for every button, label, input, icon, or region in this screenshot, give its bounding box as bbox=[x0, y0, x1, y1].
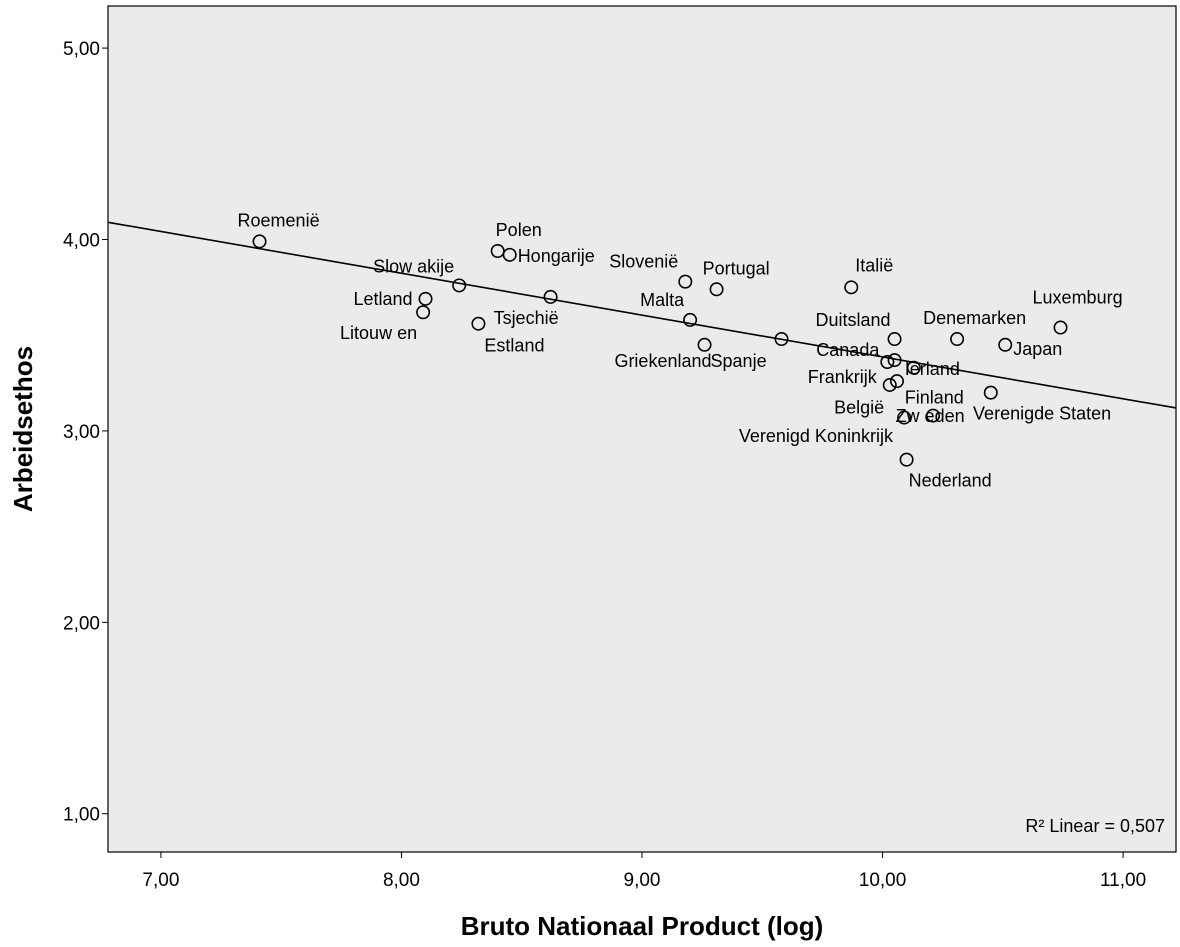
data-point bbox=[887, 332, 902, 347]
point-label: Duitsland bbox=[816, 310, 891, 330]
y-tick-label: 2,00 bbox=[63, 613, 100, 634]
point-label: Tsjechië bbox=[494, 308, 559, 328]
data-point bbox=[709, 282, 724, 297]
data-point bbox=[543, 289, 558, 304]
point-label: Japan bbox=[1013, 339, 1062, 359]
data-point bbox=[678, 274, 693, 289]
data-point bbox=[502, 247, 517, 262]
data-point bbox=[416, 305, 431, 320]
point-label: Frankrijk bbox=[808, 367, 878, 387]
point-label: Zw eden bbox=[896, 406, 965, 426]
data-point bbox=[906, 360, 921, 375]
data-point bbox=[899, 452, 914, 467]
point-label: Portugal bbox=[703, 258, 770, 278]
data-point bbox=[774, 332, 789, 347]
data-point bbox=[882, 377, 897, 392]
point-label: België bbox=[834, 398, 884, 418]
y-tick-label: 3,00 bbox=[63, 422, 100, 443]
y-tick-label: 5,00 bbox=[63, 39, 100, 60]
point-label: Litouw en bbox=[340, 323, 417, 343]
y-tick-label: 1,00 bbox=[63, 805, 100, 826]
data-point bbox=[889, 374, 904, 389]
data-point bbox=[418, 291, 433, 306]
data-point bbox=[452, 278, 467, 293]
plot-area bbox=[107, 5, 1177, 853]
point-label: Griekenland bbox=[614, 351, 711, 371]
point-label: Luxemburg bbox=[1033, 288, 1123, 308]
data-point bbox=[697, 337, 712, 352]
x-tick-label: 10,00 bbox=[859, 870, 907, 891]
x-tick-label: 11,00 bbox=[1100, 870, 1146, 891]
y-axis-title: Arbeidsethos bbox=[8, 346, 38, 512]
data-point bbox=[950, 332, 965, 347]
data-point bbox=[252, 234, 267, 249]
data-point bbox=[887, 353, 902, 368]
point-label: Verenigde Staten bbox=[973, 404, 1111, 424]
point-label: Estland bbox=[484, 336, 544, 356]
point-label: Finland bbox=[905, 388, 964, 408]
x-tick-label: 7,00 bbox=[142, 870, 179, 891]
data-point bbox=[998, 337, 1013, 352]
data-point bbox=[983, 385, 998, 400]
fit-line bbox=[107, 221, 1177, 409]
point-label: Slow akije bbox=[373, 256, 454, 276]
point-label: Hongarije bbox=[518, 246, 595, 266]
r2-label: R² Linear = 0,507 bbox=[1025, 816, 1165, 836]
x-tick-label: 9,00 bbox=[624, 870, 661, 891]
x-tick-label: 8,00 bbox=[383, 870, 420, 891]
point-label: Verenigd Koninkrijk bbox=[739, 426, 894, 446]
data-point bbox=[471, 316, 486, 331]
point-label: Spanje bbox=[711, 351, 767, 371]
point-label: Ierland bbox=[905, 359, 960, 379]
x-axis-title: Bruto Nationaal Product (log) bbox=[461, 911, 824, 941]
data-point bbox=[880, 355, 895, 370]
point-label: Italië bbox=[855, 255, 893, 275]
data-point bbox=[897, 410, 912, 425]
point-label: Canada bbox=[816, 340, 880, 360]
y-tick-label: 4,00 bbox=[63, 231, 100, 252]
point-label: Nederland bbox=[909, 471, 992, 491]
point-label: Roemenië bbox=[238, 210, 320, 230]
point-label: Letland bbox=[353, 289, 412, 309]
data-point bbox=[926, 408, 941, 423]
point-label: Polen bbox=[496, 220, 542, 240]
point-label: Malta bbox=[640, 290, 685, 310]
data-point bbox=[683, 312, 698, 327]
data-point bbox=[1053, 320, 1068, 335]
point-label: Slovenië bbox=[609, 252, 678, 272]
data-point bbox=[844, 280, 859, 295]
point-label: Denemarken bbox=[923, 308, 1026, 328]
